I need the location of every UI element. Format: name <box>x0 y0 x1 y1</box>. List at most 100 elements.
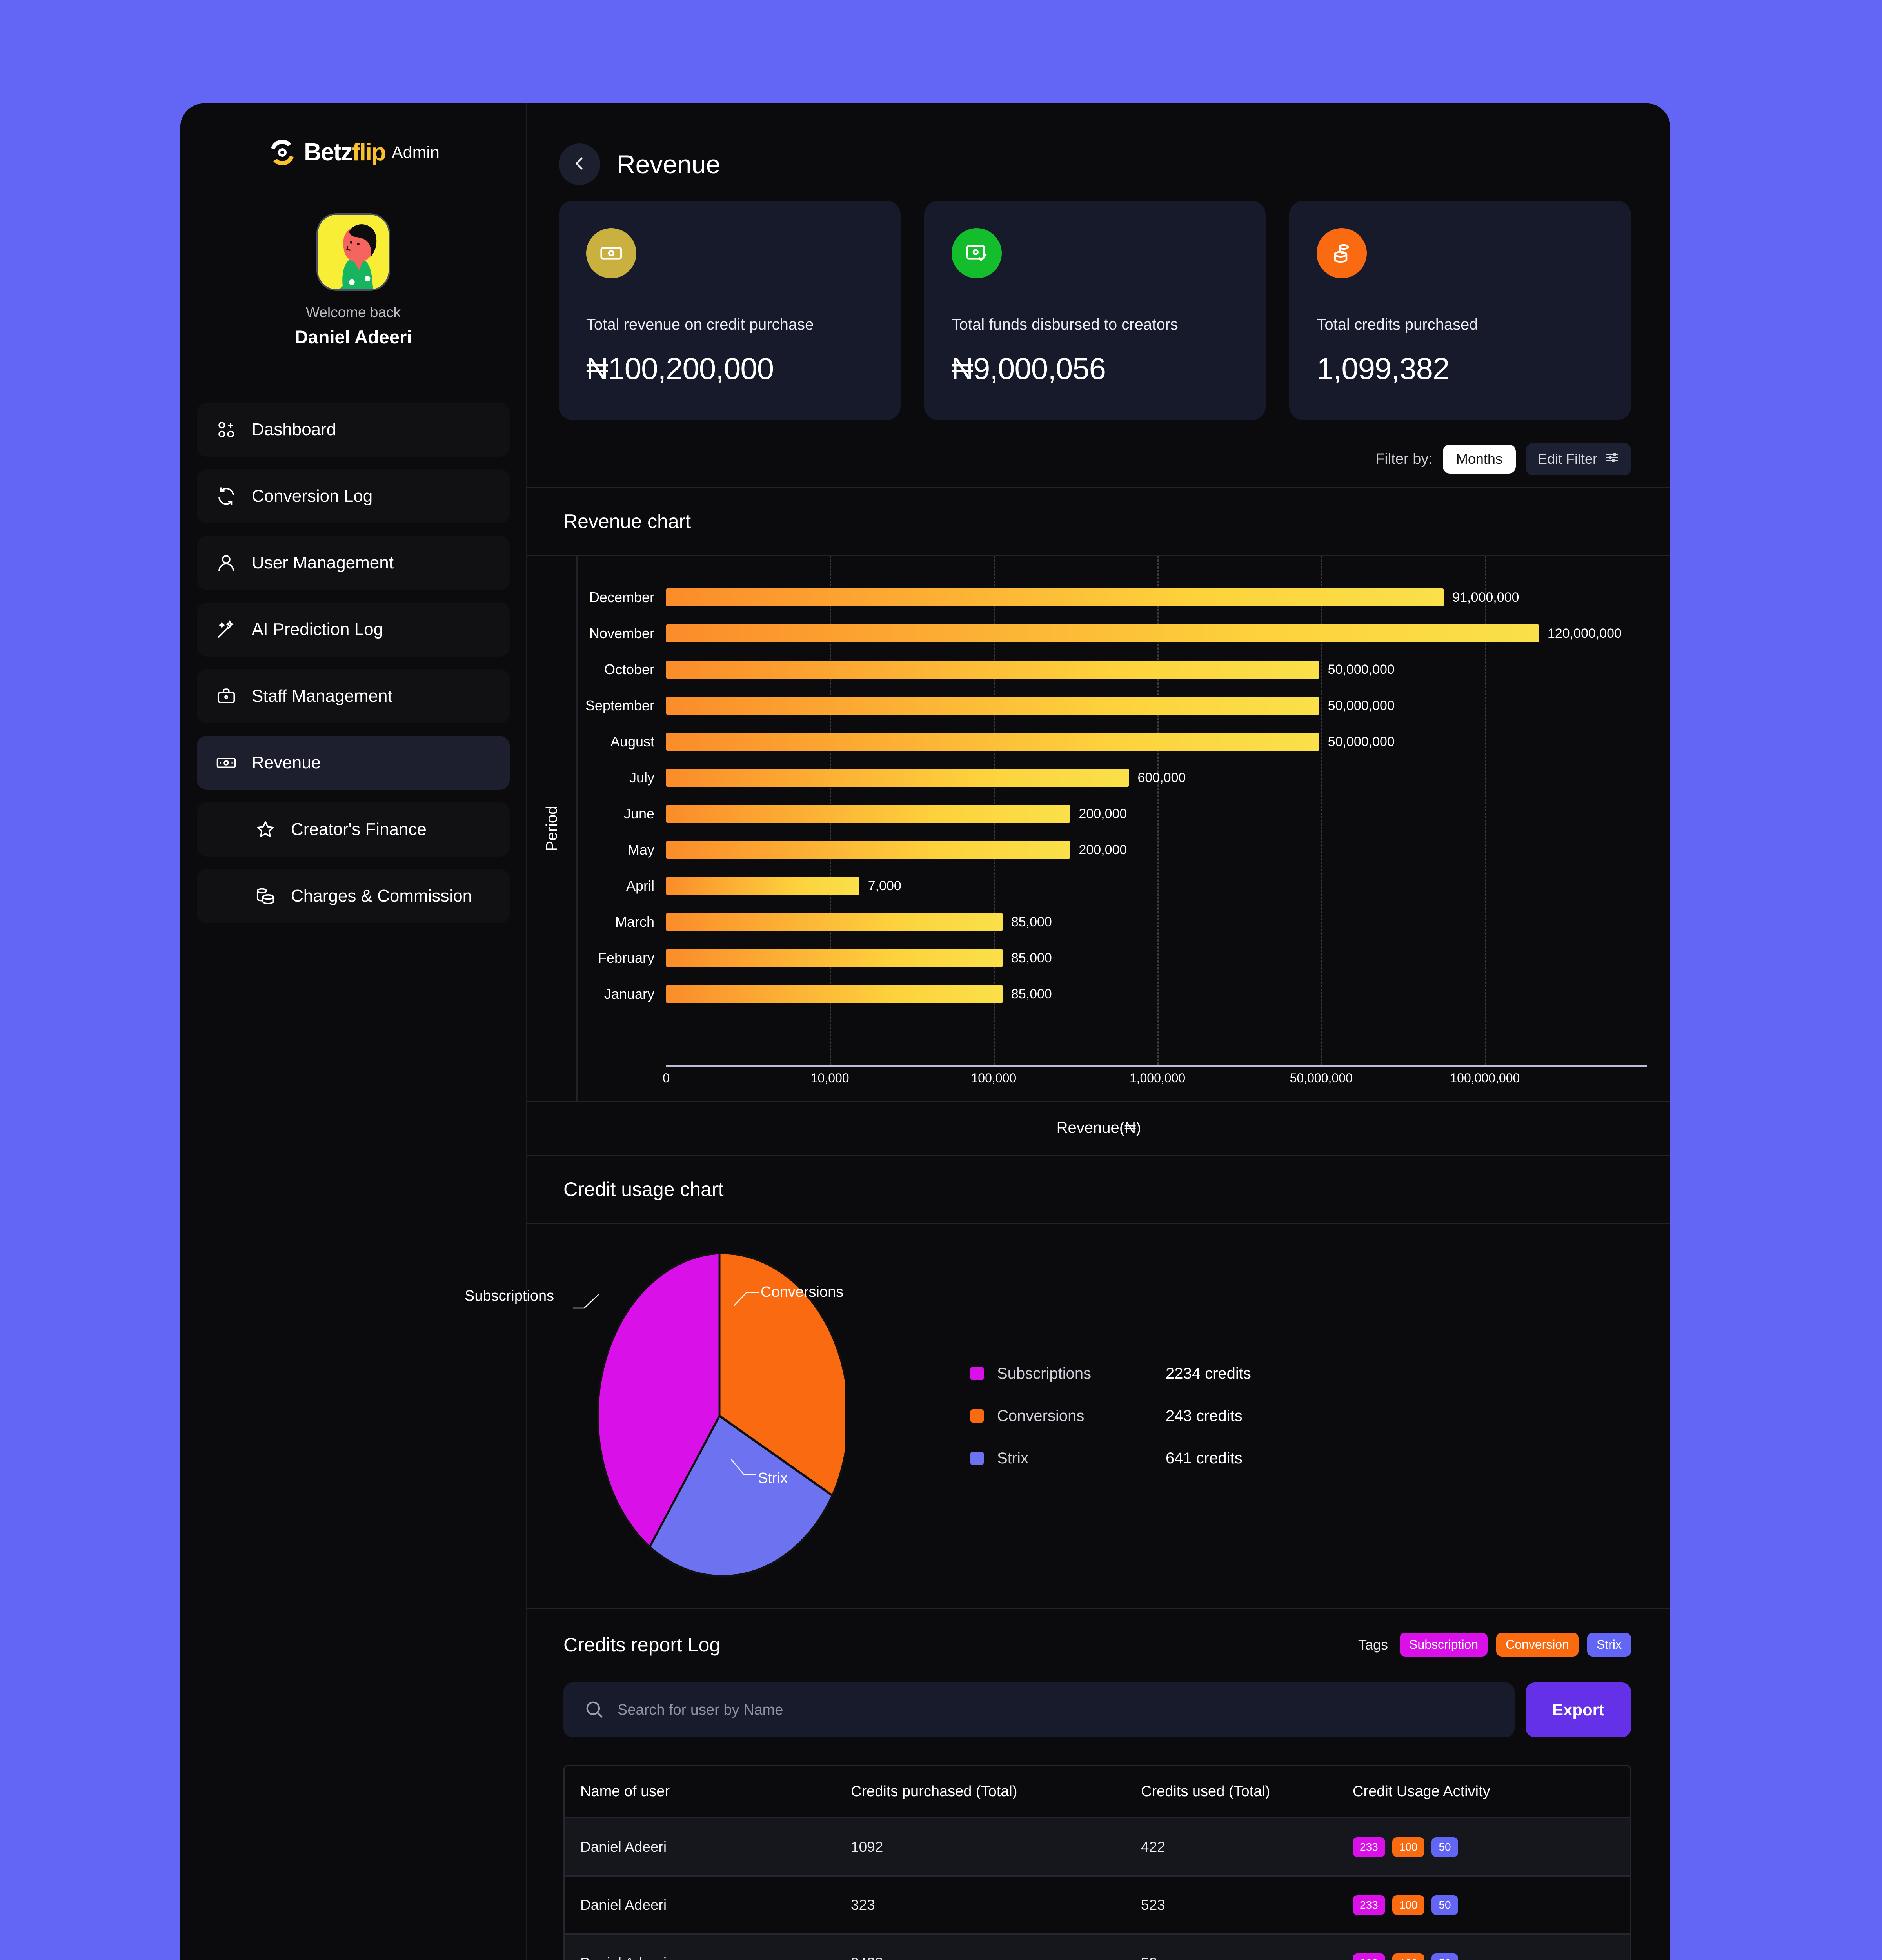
stat-card-disbursed: Total funds disbursed to creators ₦9,000… <box>924 201 1266 420</box>
cell-activity: 233 100 50 <box>1353 1895 1630 1915</box>
stat-card-value: ₦9,000,056 <box>951 351 1106 386</box>
activity-pill[interactable]: 100 <box>1392 1895 1425 1915</box>
tag-strix[interactable]: Strix <box>1587 1633 1631 1657</box>
search-placeholder: Search for user by Name <box>618 1701 783 1718</box>
sidebar: Betzflip Admin Welcome back Daniel Adeer… <box>180 103 527 1960</box>
stat-card-label: Total revenue on credit purchase <box>586 316 814 333</box>
x-axis-line <box>666 1065 1647 1067</box>
bar-category-label: November <box>589 625 654 641</box>
magic-wand-icon <box>216 619 237 640</box>
sidebar-item-conversion-log[interactable]: Conversion Log <box>197 469 510 523</box>
revenue-plot-area: December 91,000,000 November 120,000,000 Oct… <box>578 556 1670 1101</box>
activity-pill[interactable]: 100 <box>1392 1953 1425 1960</box>
x-tick-label: 100,000 <box>971 1071 1017 1085</box>
tag-filters: Tags Subscription Conversion Strix <box>1358 1633 1631 1657</box>
sidebar-item-staff-management[interactable]: Staff Management <box>197 669 510 723</box>
tag-conversion[interactable]: Conversion <box>1496 1633 1579 1657</box>
revenue-bar <box>666 913 1003 931</box>
legend-item: Strix 641 credits <box>970 1437 1251 1479</box>
column-header-activity: Credit Usage Activity <box>1353 1783 1490 1800</box>
app-window: Betzflip Admin Welcome back Daniel Adeer… <box>180 103 1670 1960</box>
activity-pill[interactable]: 233 <box>1353 1953 1385 1960</box>
activity-pill[interactable]: 50 <box>1431 1895 1458 1915</box>
sidebar-item-ai-prediction-log[interactable]: AI Prediction Log <box>197 603 510 657</box>
cell-used: 52 <box>1141 1955 1353 1960</box>
y-axis-title: Period <box>527 556 578 1101</box>
x-tick-label: 10,000 <box>810 1071 849 1085</box>
sidebar-item-label: Conversion Log <box>252 486 373 506</box>
avatar[interactable] <box>316 213 390 291</box>
activity-pill[interactable]: 233 <box>1353 1837 1385 1857</box>
legend-label: Conversions <box>997 1407 1085 1425</box>
filter-months-chip[interactable]: Months <box>1442 445 1516 474</box>
revenue-bar-row: March 85,000 <box>615 904 1647 940</box>
sidebar-item-creators-finance[interactable]: Creator's Finance <box>197 802 510 857</box>
search-input[interactable]: Search for user by Name <box>563 1682 1515 1737</box>
brand-logo[interactable]: Betzflip Admin <box>180 135 526 170</box>
revenue-bar-row: February 85,000 <box>598 940 1647 976</box>
sidebar-nav: Dashboard Conversion Log User Management… <box>180 403 526 923</box>
pie-leader-subscriptions <box>573 1294 599 1309</box>
credits-report-log-panel: Credits report Log Tags Subscription Con… <box>527 1608 1670 1960</box>
edit-filter-button[interactable]: Edit Filter <box>1526 443 1631 475</box>
bar-value-label: 91,000,000 <box>1452 590 1519 605</box>
tags-label: Tags <box>1358 1636 1388 1653</box>
table-row[interactable]: Daniel Adeeri242352233 100 50 <box>565 1935 1630 1960</box>
sidebar-item-dashboard[interactable]: Dashboard <box>197 403 510 457</box>
cell-purchased: 323 <box>851 1896 875 1913</box>
stat-card-value: 1,099,382 <box>1317 351 1450 386</box>
cell-activity: 233 100 50 <box>1353 1953 1630 1960</box>
revenue-bar <box>666 805 1070 823</box>
cell-used: 422 <box>1141 1838 1165 1855</box>
bar-category-label: February <box>598 950 654 966</box>
x-tick-label: 0 <box>663 1071 670 1085</box>
sidebar-item-revenue[interactable]: Revenue <box>197 736 510 790</box>
gridline <box>1485 556 1486 1065</box>
cell-name: Daniel Adeeri <box>580 1838 667 1855</box>
export-button[interactable]: Export <box>1525 1682 1631 1737</box>
revenue-bar-row: April 7,000 <box>626 868 1647 904</box>
bar-value-label: 120,000,000 <box>1547 626 1622 641</box>
sidebar-item-label: AI Prediction Log <box>252 620 383 639</box>
betzflip-logo-icon <box>267 137 298 168</box>
table-row[interactable]: Daniel Adeeri 323 523 233 100 50 <box>565 1877 1630 1935</box>
revenue-bar <box>666 877 859 895</box>
revenue-bar-row: October 50,000,000 <box>604 652 1647 688</box>
bar-value-label: 50,000,000 <box>1328 734 1395 749</box>
revenue-bar <box>666 769 1129 787</box>
legend-value: 641 credits <box>1166 1449 1243 1467</box>
table-header: Name of user Credits purchased (Total) C… <box>565 1766 1630 1818</box>
revenue-bar-row: August 50,000,000 <box>610 724 1647 760</box>
cell-activity: 233 100 50 <box>1353 1837 1630 1857</box>
revenue-bars: December 91,000,000 November 120,000,000 Oct… <box>585 579 1647 1012</box>
bar-category-label: March <box>615 914 654 930</box>
revenue-bar <box>666 733 1319 751</box>
filter-label: Filter by: <box>1375 450 1433 467</box>
legend-swatch <box>970 1367 984 1380</box>
activity-pill[interactable]: 100 <box>1392 1837 1425 1857</box>
cell-used: 523 <box>1141 1896 1165 1913</box>
pie-legend: Subscriptions 2234 credits Conversions 243 … <box>970 1352 1251 1479</box>
activity-pill[interactable]: 233 <box>1353 1895 1385 1915</box>
table-body: Daniel Adeeri 1092 422 233 100 50 Daniel Adeer… <box>565 1818 1630 1960</box>
table-row[interactable]: Daniel Adeeri 1092 422 233 100 50 <box>565 1818 1630 1877</box>
credit-usage-chart: Subscriptions Conversions Strix Subscrip… <box>465 1224 1670 1608</box>
activity-pill[interactable]: 50 <box>1431 1837 1458 1857</box>
activity-pill[interactable]: 50 <box>1431 1953 1458 1960</box>
star-icon <box>255 819 276 840</box>
money-check-icon <box>951 228 1002 278</box>
bar-value-label: 200,000 <box>1079 842 1127 857</box>
back-button[interactable] <box>559 143 600 185</box>
coins-icon <box>1317 228 1367 278</box>
stat-card-revenue: Total revenue on credit purchase ₦100,20… <box>559 201 901 420</box>
bar-category-label: April <box>626 878 654 894</box>
pie-callout-conversions: Conversions <box>761 1284 844 1300</box>
page-title: Revenue <box>617 150 721 179</box>
revenue-bar-row: November 120,000,000 <box>589 615 1647 652</box>
sidebar-item-user-management[interactable]: User Management <box>197 536 510 590</box>
tag-subscription[interactable]: Subscription <box>1400 1633 1488 1657</box>
search-icon <box>584 1699 604 1721</box>
sidebar-item-charges-commission[interactable]: Charges & Commission <box>197 869 510 923</box>
revenue-bar-row: June 200,000 <box>624 796 1647 832</box>
revenue-bar <box>666 949 1003 967</box>
